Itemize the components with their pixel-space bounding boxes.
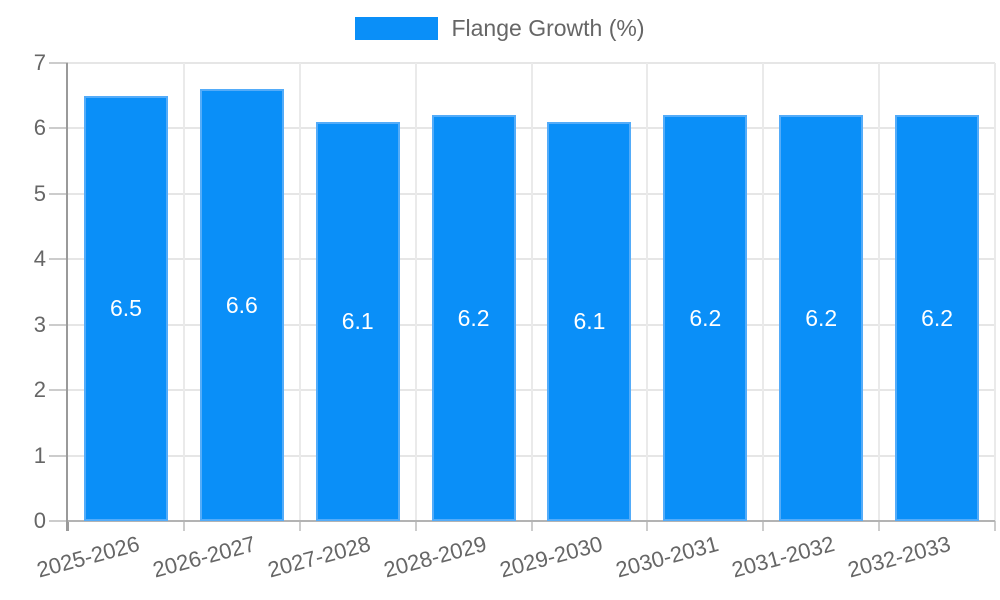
y-axis-tick-label: 4 <box>33 246 46 272</box>
x-axis-category-label: 2027-2028 <box>265 531 374 583</box>
y-axis-tick <box>49 323 68 326</box>
y-axis-tick-label: 5 <box>33 180 46 206</box>
bar-value-label: 6.2 <box>805 305 838 332</box>
bar-value-label: 6.5 <box>109 295 142 322</box>
x-axis-category-label: 2025-2026 <box>33 531 142 583</box>
y-axis-tick-label: 1 <box>33 442 46 468</box>
gridline-vertical <box>762 63 765 521</box>
x-axis-tick <box>878 521 881 531</box>
bar-value-label: 6.2 <box>457 305 490 332</box>
x-axis-tick <box>530 521 533 531</box>
x-axis-category-label: 2028-2029 <box>381 531 490 583</box>
y-axis-tick <box>49 62 68 64</box>
gridline-vertical <box>646 63 649 521</box>
y-axis-tick <box>49 192 68 195</box>
bar-value-label: 6.1 <box>573 308 606 335</box>
y-axis-tick <box>49 454 68 457</box>
bar-value-label: 6.2 <box>689 305 722 332</box>
y-axis-tick <box>49 127 68 130</box>
gridline-vertical <box>414 63 417 521</box>
x-axis-category-label: 2030-2031 <box>613 531 722 583</box>
x-axis-tick <box>182 521 185 531</box>
bar[interactable] <box>895 115 980 521</box>
bar-value-label: 6.6 <box>225 292 258 319</box>
x-axis-tick <box>646 521 649 531</box>
x-axis-tick <box>67 521 69 531</box>
legend-color-swatch <box>355 17 439 40</box>
x-axis-tick <box>762 521 765 531</box>
chart-legend: Flange Growth (%) <box>0 17 1000 40</box>
gridline-vertical <box>182 63 185 521</box>
x-axis-tick <box>994 521 996 531</box>
y-axis-tick-label: 3 <box>33 311 46 337</box>
bar[interactable] <box>547 121 632 521</box>
y-axis-tick-label: 7 <box>33 50 46 75</box>
y-axis-tick-label: 6 <box>33 115 46 141</box>
x-axis-tick <box>298 521 301 531</box>
x-axis-category-label: 2026-2027 <box>149 531 258 583</box>
bar[interactable] <box>315 121 400 521</box>
bar-value-label: 6.2 <box>921 305 954 332</box>
x-axis-tick <box>414 521 417 531</box>
y-axis-spine <box>66 63 68 531</box>
y-axis-tick <box>49 520 68 522</box>
bar[interactable] <box>663 115 748 521</box>
bar[interactable] <box>199 89 284 521</box>
y-axis-tick <box>49 389 68 392</box>
legend-item-flange-growth[interactable]: Flange Growth (%) <box>355 15 645 41</box>
x-axis-category-label: 2029-2030 <box>497 531 606 583</box>
y-axis-tick <box>49 258 68 261</box>
x-axis-category-label: 2032-2033 <box>844 531 954 583</box>
gridline-vertical <box>530 63 533 521</box>
bar[interactable] <box>431 115 516 521</box>
y-axis-tick-label: 2 <box>33 377 46 403</box>
x-axis-line <box>68 520 995 522</box>
bar[interactable] <box>83 95 168 521</box>
legend-label: Flange Growth (%) <box>451 15 645 41</box>
gridline-vertical <box>878 63 881 521</box>
gridline-vertical <box>994 63 996 521</box>
bar-value-label: 6.1 <box>341 308 374 335</box>
gridline-vertical <box>298 63 301 521</box>
bar[interactable] <box>779 115 864 521</box>
x-axis-category-label: 2031-2032 <box>729 531 838 583</box>
y-axis-tick-label: 0 <box>33 508 46 533</box>
